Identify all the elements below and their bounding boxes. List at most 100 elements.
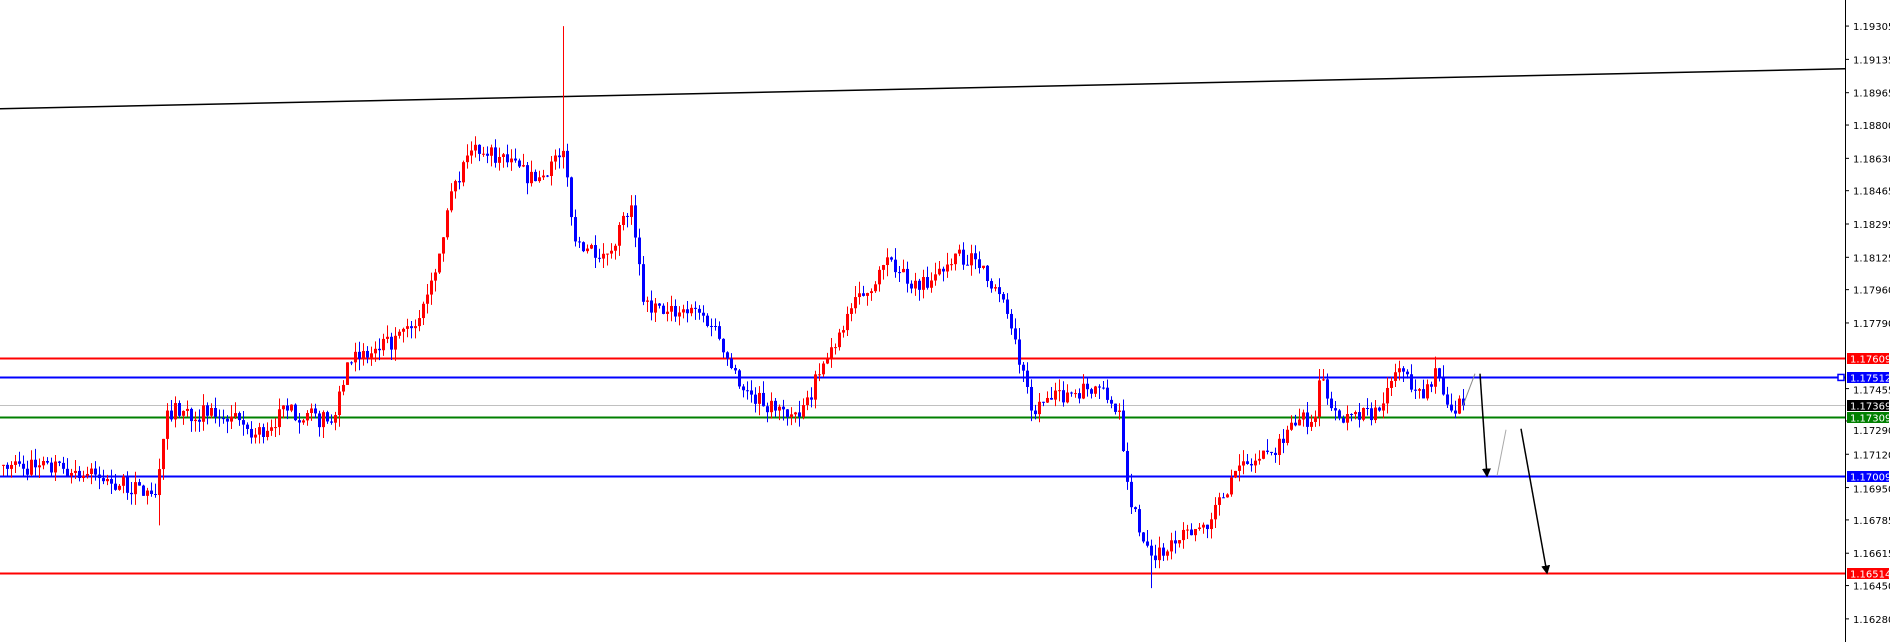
candle <box>206 402 209 425</box>
candle-body <box>502 154 505 157</box>
candle-body <box>298 420 301 423</box>
axis-tick-label: 1.18630 <box>1853 154 1890 165</box>
candle <box>1354 410 1357 420</box>
candle <box>1406 369 1409 379</box>
candle <box>558 148 561 169</box>
candle-body <box>802 404 805 417</box>
candle <box>578 236 581 248</box>
candle-body <box>742 386 745 391</box>
candle <box>758 386 761 416</box>
candle <box>594 235 597 269</box>
candle-body <box>1366 407 1369 409</box>
candle-body <box>558 155 561 158</box>
candle <box>750 380 753 403</box>
price-tag-label: 1.17609 <box>1850 355 1890 366</box>
candle-body <box>90 468 93 474</box>
candle <box>1234 470 1237 479</box>
candle <box>222 409 225 424</box>
candle-body <box>302 420 305 423</box>
candle <box>1294 414 1297 427</box>
candle-body <box>690 307 693 314</box>
candle <box>1074 389 1077 398</box>
candle-body <box>1418 389 1421 391</box>
candle <box>606 253 609 266</box>
candle-body <box>722 338 725 353</box>
candle-body <box>1198 527 1201 529</box>
candle-body <box>678 312 681 317</box>
candle-body <box>1342 418 1345 423</box>
candle <box>878 266 881 292</box>
candle <box>150 482 153 497</box>
candle <box>1262 450 1265 460</box>
candle <box>182 410 185 425</box>
candle <box>530 160 533 187</box>
candle-body <box>798 412 801 417</box>
price-tag-label: 1.17369 <box>1850 402 1890 413</box>
candle-body <box>1362 407 1365 420</box>
candle <box>1386 377 1389 414</box>
candle <box>1126 442 1129 490</box>
candle <box>666 302 669 322</box>
candle <box>890 256 893 262</box>
candle <box>1090 387 1093 399</box>
candle <box>894 248 897 278</box>
candle-body <box>1262 450 1265 459</box>
candle <box>278 398 281 436</box>
candle-body <box>114 483 117 490</box>
candle <box>1254 453 1257 473</box>
candle-body <box>546 175 549 177</box>
candle-body <box>1374 407 1377 421</box>
candle <box>82 470 85 482</box>
candle <box>866 292 869 306</box>
candle-body <box>1438 368 1441 377</box>
price-axis[interactable]: 1.19305 1.19135 1.18965 1.18800 1.18630 1.184… <box>1845 22 1890 626</box>
candle-body <box>538 177 541 182</box>
candle <box>794 411 797 423</box>
candle <box>250 421 253 444</box>
candle <box>1458 395 1461 415</box>
candle <box>294 403 297 422</box>
candle-body <box>1050 397 1053 400</box>
candle <box>1346 405 1349 431</box>
candle-body <box>182 410 185 416</box>
candle-body <box>862 293 865 296</box>
candle-body <box>1246 461 1249 464</box>
candle <box>1070 391 1073 397</box>
candle <box>790 407 793 426</box>
candle <box>1198 522 1201 531</box>
candle <box>986 265 989 288</box>
candle <box>498 147 501 171</box>
candle-body <box>126 476 129 493</box>
candle <box>586 244 589 254</box>
candle-body <box>58 461 61 463</box>
candle <box>1242 450 1245 475</box>
candle-body <box>1422 389 1425 399</box>
candle <box>834 343 837 355</box>
candle-body <box>486 153 489 156</box>
candle <box>1158 536 1161 569</box>
candle-body <box>382 338 385 351</box>
candle-body <box>1278 438 1281 455</box>
candle <box>326 410 329 424</box>
candle <box>634 195 637 248</box>
candle <box>850 303 853 322</box>
candle <box>490 144 493 167</box>
candle <box>826 352 829 365</box>
candle-body <box>738 370 741 387</box>
candle-body <box>462 162 465 183</box>
candle <box>638 228 641 276</box>
candle-body <box>966 264 969 266</box>
candle-body <box>1222 497 1225 499</box>
candle <box>1426 379 1429 401</box>
candle-body <box>110 479 113 484</box>
candle <box>690 304 693 317</box>
candle-body <box>614 245 617 251</box>
candle-body <box>106 479 109 482</box>
candle <box>482 146 485 157</box>
candle <box>1030 379 1033 422</box>
candle <box>714 318 717 331</box>
candle-body <box>438 253 441 273</box>
candle-body <box>2 464 5 466</box>
